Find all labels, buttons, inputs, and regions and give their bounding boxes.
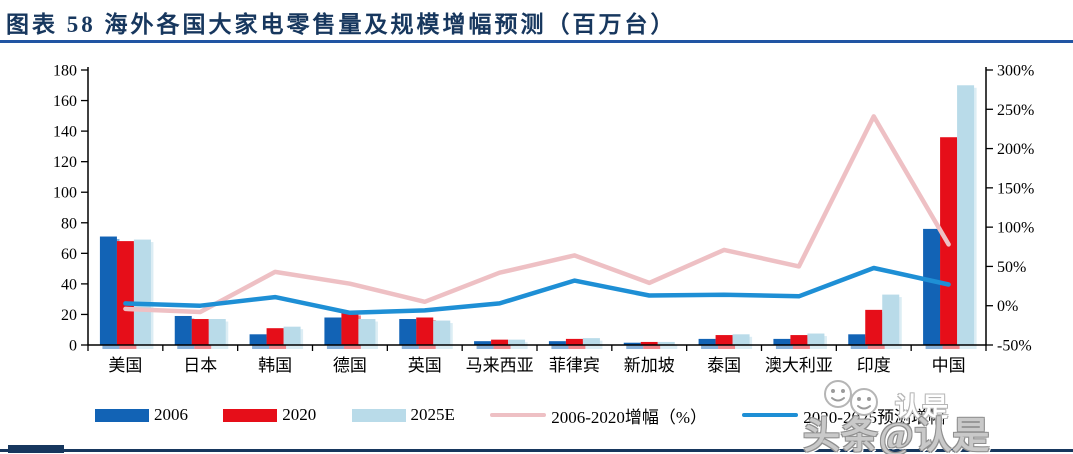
legend-item-growth-0620: 2006-2020增幅（%）: [490, 403, 707, 428]
footer-rule: [0, 449, 1073, 452]
bar-shadow: [476, 343, 494, 349]
title-underline: [0, 40, 1073, 43]
bar-2020-德国: [341, 312, 359, 345]
y-left-tick-label: 160: [53, 93, 77, 110]
y-left-tick-label: 60: [61, 246, 77, 263]
line-2006-2020增幅（%）: [123, 114, 951, 315]
bar-2025E-德国: [358, 319, 376, 345]
legend-item-2025e: 2025E: [351, 405, 455, 425]
bar-2006-韩国: [249, 334, 267, 345]
bar-2006-澳大利亚: [773, 338, 791, 345]
bar-2006-菲律宾: [548, 341, 566, 345]
bar-2025E-日本: [208, 319, 226, 345]
x-category-label: 中国: [932, 356, 966, 375]
y-right-tick-label: 0%: [997, 298, 1018, 315]
y-left-tick-label: 80: [61, 215, 77, 232]
bar-2020-美国: [116, 241, 134, 345]
y-left-tick-label: 20: [61, 307, 77, 324]
bar-2006-泰国: [698, 338, 716, 345]
line-2020-2025预测增幅: [123, 265, 951, 316]
y-right-tick-label: 200%: [997, 141, 1034, 158]
x-category-label: 英国: [408, 356, 442, 375]
bar-2020-泰国: [715, 335, 733, 345]
y-right-tick-label: 100%: [997, 220, 1034, 237]
y-right-tick-label: 150%: [997, 180, 1034, 197]
bar-2020-马来西亚: [491, 339, 509, 345]
bar-shadow: [660, 344, 678, 349]
bar-2025E-泰国: [732, 334, 750, 345]
legend-swatch-2025e: [351, 408, 406, 422]
bar-2025E-英国: [433, 320, 451, 345]
legend-label: 2020-2025预测增幅: [803, 407, 945, 427]
x-category-label: 印度: [857, 356, 891, 375]
legend-label: 2006: [154, 405, 188, 424]
y-right-tick-label: -50%: [997, 338, 1032, 355]
legend-line-swatch-0620: [490, 413, 547, 417]
y-left-tick-label: 140: [53, 124, 77, 141]
y-left-tick-label: 0: [69, 338, 77, 355]
y-right-tick-label: 300%: [997, 63, 1034, 80]
legend-swatch-2006: [95, 408, 149, 422]
bar-2025E-中国: [957, 85, 975, 346]
bar-2020-日本: [191, 319, 209, 345]
legend-label: 2006-2020增幅（%）: [551, 407, 708, 427]
y-right-tick-label: 50%: [997, 259, 1026, 276]
footer-rule-accent: [8, 445, 64, 453]
legend-line-swatch-2025: [742, 413, 799, 417]
bar-2006-新加坡: [623, 342, 641, 345]
bar-shadow: [643, 344, 661, 349]
y-right-tick-label: 250%: [997, 102, 1034, 119]
y-left-tick-label: 180: [53, 63, 77, 80]
bar-2006-日本: [174, 315, 192, 345]
legend-item-growth-2025: 2020-2025预测增幅: [742, 403, 945, 428]
bar-2025E-澳大利亚: [807, 333, 825, 345]
legend-item-2006: 2006: [95, 405, 188, 425]
bar-2025E-新加坡: [657, 341, 675, 345]
chart-area: 0 20 40 60 80 100 120 140 160 180 -50% 0% 50% 100% 150…: [0, 48, 1073, 388]
bar-2006-印度: [848, 334, 866, 345]
bar-2020-英国: [416, 317, 434, 345]
chart-legend: 2006 2020 2025E 2006-2020增幅（%） 2020-2025…: [95, 402, 945, 428]
bar-2020-新加坡: [640, 341, 658, 345]
bar-2006-马来西亚: [474, 341, 492, 345]
combo-chart: 0 20 40 60 80 100 120 140 160 180 -50% 0% 50% 100% 150…: [53, 63, 1034, 376]
x-category-label: 菲律宾: [549, 356, 600, 375]
x-category-label: 美国: [108, 356, 142, 375]
bar-shadow: [626, 345, 644, 349]
x-category-label: 马来西亚: [466, 356, 534, 375]
bar-2025E-菲律宾: [582, 338, 600, 345]
legend-item-2020: 2020: [223, 405, 316, 425]
bar-2006-中国: [923, 228, 941, 345]
bar-2025E-马来西亚: [508, 339, 526, 345]
bar-2020-韩国: [266, 328, 284, 345]
legend-label: 2020: [282, 405, 317, 424]
bar-2020-菲律宾: [565, 338, 583, 345]
y-left-tick-label: 40: [61, 276, 77, 293]
bar-2025E-印度: [882, 294, 900, 345]
bar-shadow: [551, 343, 569, 349]
x-category-label: 泰国: [707, 356, 741, 375]
bar-2025E-韩国: [283, 326, 301, 345]
legend-label: 2025E: [410, 405, 455, 424]
x-category-label: 日本: [183, 356, 217, 375]
bar-2006-德国: [324, 317, 342, 345]
x-category-label: 德国: [333, 356, 367, 375]
y-left-tick-label: 120: [53, 154, 77, 171]
bar-2020-澳大利亚: [790, 335, 808, 345]
bar-2006-美国: [99, 236, 117, 345]
x-category-label: 澳大利亚: [765, 356, 833, 375]
legend-swatch-2020: [223, 408, 278, 422]
x-category-label: 新加坡: [624, 356, 675, 375]
x-category-label: 韩国: [258, 356, 292, 375]
y-left-tick-label: 100: [53, 185, 77, 202]
bar-2006-英国: [399, 319, 417, 345]
figure-title: 图表 58 海外各国大家电零售量及规模增幅预测（百万台）: [6, 12, 677, 37]
bar-2025E-美国: [133, 239, 151, 345]
bar-2020-印度: [865, 309, 883, 345]
